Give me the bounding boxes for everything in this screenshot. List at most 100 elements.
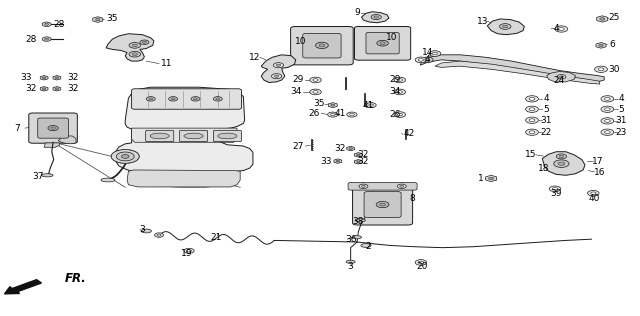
- FancyBboxPatch shape: [213, 130, 241, 142]
- Text: 31: 31: [540, 116, 552, 125]
- Circle shape: [394, 77, 406, 83]
- Polygon shape: [106, 34, 154, 61]
- Polygon shape: [40, 76, 48, 80]
- Circle shape: [601, 106, 614, 112]
- FancyBboxPatch shape: [366, 33, 399, 54]
- Circle shape: [559, 155, 564, 158]
- Polygon shape: [547, 71, 575, 82]
- Text: 9: 9: [354, 8, 360, 17]
- Circle shape: [142, 41, 147, 43]
- Circle shape: [525, 117, 538, 123]
- Circle shape: [187, 250, 191, 252]
- Polygon shape: [420, 55, 604, 82]
- Polygon shape: [486, 175, 497, 182]
- Text: 15: 15: [525, 150, 536, 159]
- Circle shape: [394, 89, 406, 95]
- Circle shape: [216, 98, 220, 100]
- Ellipse shape: [353, 236, 362, 239]
- Circle shape: [275, 75, 279, 77]
- FancyBboxPatch shape: [303, 33, 341, 58]
- FancyBboxPatch shape: [132, 89, 241, 109]
- Circle shape: [157, 234, 161, 236]
- Text: 16: 16: [594, 168, 605, 177]
- Circle shape: [310, 77, 321, 83]
- Text: 18: 18: [538, 164, 549, 173]
- Circle shape: [422, 57, 433, 63]
- Text: 35: 35: [107, 15, 118, 23]
- Circle shape: [42, 88, 46, 90]
- Polygon shape: [347, 146, 355, 151]
- Circle shape: [129, 43, 141, 48]
- Text: 34: 34: [389, 88, 401, 96]
- Text: 1: 1: [478, 174, 484, 183]
- Text: 20: 20: [417, 262, 428, 271]
- Circle shape: [140, 40, 149, 45]
- Circle shape: [419, 58, 424, 61]
- Text: 33: 33: [321, 157, 332, 166]
- Text: 36: 36: [345, 235, 356, 244]
- Text: 33: 33: [20, 73, 32, 82]
- Text: 32: 32: [67, 84, 79, 93]
- Polygon shape: [362, 12, 389, 23]
- Circle shape: [529, 108, 535, 111]
- Circle shape: [499, 24, 511, 29]
- Text: 22: 22: [540, 128, 552, 137]
- Circle shape: [42, 22, 51, 27]
- Ellipse shape: [355, 219, 365, 222]
- Text: 7: 7: [14, 124, 20, 133]
- Ellipse shape: [218, 133, 237, 139]
- Circle shape: [147, 97, 156, 101]
- Circle shape: [400, 185, 404, 187]
- Text: 29: 29: [292, 76, 303, 84]
- Text: 24: 24: [554, 76, 565, 85]
- Text: 28: 28: [26, 34, 37, 44]
- Circle shape: [601, 129, 614, 135]
- FancyBboxPatch shape: [353, 185, 413, 225]
- Polygon shape: [40, 87, 48, 91]
- Text: FR.: FR.: [65, 272, 86, 285]
- Text: 13: 13: [477, 17, 488, 26]
- Polygon shape: [355, 160, 362, 164]
- Text: 38: 38: [353, 217, 364, 226]
- Text: 23: 23: [616, 128, 627, 137]
- Text: 3: 3: [140, 225, 145, 234]
- Circle shape: [55, 88, 59, 90]
- Circle shape: [366, 103, 376, 108]
- Polygon shape: [542, 152, 585, 175]
- Circle shape: [380, 203, 385, 206]
- Circle shape: [331, 104, 335, 106]
- Circle shape: [45, 38, 49, 40]
- Circle shape: [397, 79, 403, 81]
- Circle shape: [380, 42, 385, 45]
- Circle shape: [552, 188, 557, 190]
- Circle shape: [376, 201, 389, 208]
- Text: 27: 27: [292, 143, 303, 151]
- Circle shape: [310, 89, 321, 95]
- Text: 39: 39: [550, 189, 562, 198]
- Text: 12: 12: [249, 53, 260, 62]
- Circle shape: [349, 113, 354, 116]
- Circle shape: [169, 97, 177, 101]
- Circle shape: [598, 68, 604, 71]
- Polygon shape: [435, 61, 600, 84]
- Text: 42: 42: [404, 129, 415, 138]
- Circle shape: [193, 98, 198, 100]
- Circle shape: [148, 98, 153, 100]
- Text: 4: 4: [619, 94, 624, 103]
- Polygon shape: [328, 103, 337, 108]
- Polygon shape: [53, 87, 61, 91]
- Circle shape: [525, 129, 538, 135]
- Circle shape: [132, 44, 138, 47]
- Circle shape: [356, 161, 360, 163]
- Circle shape: [42, 37, 51, 41]
- Ellipse shape: [101, 178, 115, 182]
- Text: 17: 17: [592, 157, 604, 166]
- Polygon shape: [53, 76, 61, 80]
- Circle shape: [328, 112, 338, 117]
- Circle shape: [362, 185, 365, 187]
- Circle shape: [95, 18, 100, 21]
- Circle shape: [55, 77, 59, 79]
- Text: 4: 4: [543, 94, 549, 103]
- Text: 4: 4: [554, 24, 559, 33]
- Circle shape: [557, 75, 566, 79]
